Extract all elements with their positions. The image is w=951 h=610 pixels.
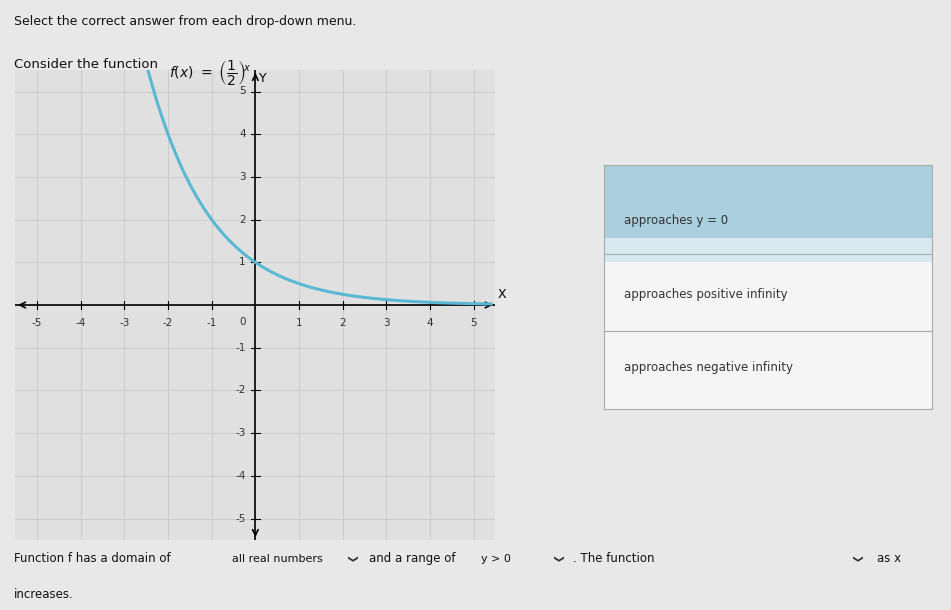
Text: all real numbers: all real numbers	[232, 554, 322, 564]
Text: 0: 0	[240, 317, 245, 327]
Text: -1: -1	[235, 343, 245, 353]
Text: 3: 3	[383, 318, 390, 328]
Text: Select the correct answer from each drop-down menu.: Select the correct answer from each drop…	[14, 15, 357, 28]
Text: increases.: increases.	[14, 588, 74, 601]
Bar	[604, 165, 932, 238]
Text: 2: 2	[340, 318, 346, 328]
Text: ❯: ❯	[552, 555, 561, 564]
Bar	[604, 262, 932, 409]
Text: as x: as x	[877, 551, 901, 565]
Text: and a range of: and a range of	[369, 551, 456, 565]
Text: 5: 5	[239, 87, 245, 96]
Text: -5: -5	[235, 514, 245, 523]
Text: X: X	[497, 288, 506, 301]
Text: 4: 4	[427, 318, 434, 328]
Text: . The function: . The function	[573, 551, 655, 565]
Text: ❯: ❯	[851, 555, 861, 564]
Text: Consider the function: Consider the function	[14, 58, 163, 71]
Text: -2: -2	[235, 386, 245, 395]
Text: 5: 5	[471, 318, 477, 328]
Text: -3: -3	[119, 318, 129, 328]
Text: 3: 3	[239, 172, 245, 182]
Text: -4: -4	[235, 471, 245, 481]
Text: Function f has a domain of: Function f has a domain of	[14, 551, 171, 565]
Text: $f(x)\ =\ \left(\dfrac{1}{2}\right)^{\!x}$: $f(x)\ =\ \left(\dfrac{1}{2}\right)^{\!x…	[169, 58, 252, 87]
Text: ❯: ❯	[345, 555, 356, 564]
Text: -1: -1	[206, 318, 217, 328]
Text: approaches negative infinity: approaches negative infinity	[624, 361, 792, 374]
Text: 1: 1	[239, 257, 245, 267]
Text: -2: -2	[163, 318, 173, 328]
Text: 4: 4	[239, 129, 245, 139]
Text: y > 0: y > 0	[481, 554, 511, 564]
Text: approaches y = 0: approaches y = 0	[624, 214, 728, 228]
Text: 2: 2	[239, 215, 245, 224]
Bar	[604, 238, 932, 262]
Text: -3: -3	[235, 428, 245, 438]
Text: -4: -4	[75, 318, 86, 328]
Text: -5: -5	[31, 318, 42, 328]
Text: Y: Y	[260, 72, 267, 85]
Text: approaches positive infinity: approaches positive infinity	[624, 287, 787, 301]
Text: 1: 1	[296, 318, 302, 328]
